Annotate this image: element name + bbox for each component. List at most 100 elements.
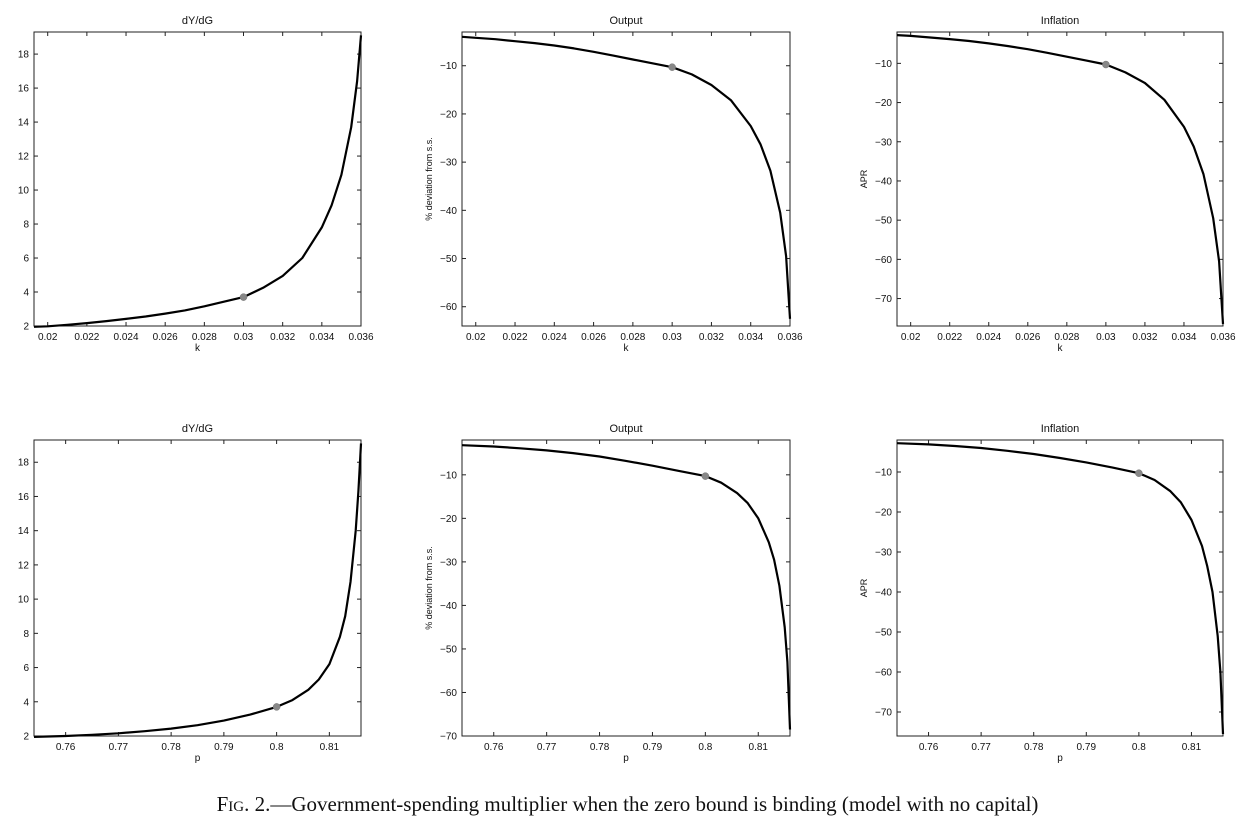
x-tick-label: 0.78 <box>1024 742 1044 753</box>
caption-text: —Government-spending multiplier when the… <box>270 792 1039 816</box>
x-tick-label: 0.036 <box>348 332 373 343</box>
y-tick-label: 12 <box>18 152 30 163</box>
plot-frame <box>33 31 362 327</box>
y-tick-label: −10 <box>875 59 892 70</box>
series-line <box>896 34 1225 325</box>
y-tick-label: −20 <box>875 508 892 519</box>
x-tick-label: 0.77 <box>109 742 129 753</box>
x-tick-label: 0.81 <box>749 742 769 753</box>
y-tick-label: 6 <box>23 254 29 265</box>
y-tick-label: −40 <box>440 601 457 612</box>
x-tick-label: 0.76 <box>919 742 939 753</box>
y-tick-label: −70 <box>440 732 457 743</box>
plot-frame <box>896 439 1224 737</box>
y-tick-label: 10 <box>18 186 30 197</box>
x-tick-label: 0.032 <box>270 332 295 343</box>
x-tick-label: 0.028 <box>192 332 217 343</box>
chart-panel-p-output: 0.76 0.77 0.78 0.79 0.8 0.81 −10 −20 −30 −40 −50 −6… <box>424 423 792 764</box>
x-tick-label: 0.022 <box>937 332 962 343</box>
series-line <box>896 442 1225 735</box>
y-tick-label: −20 <box>440 109 457 120</box>
x-tick-label: 0.79 <box>643 742 663 753</box>
x-tick-label: 0.78 <box>161 742 181 753</box>
y-axis-label: APR <box>859 578 869 597</box>
chart-title: Output <box>609 15 642 27</box>
chart-panel-p-inflation: 0.76 0.77 0.78 0.79 0.8 0.81 −10 −20 −30 −40 −50 −6… <box>859 423 1225 764</box>
x-tick-label: 0.026 <box>1015 332 1040 343</box>
plot-frame <box>896 31 1224 327</box>
y-tick-label: −70 <box>875 294 892 305</box>
x-tick-label: 0.03 <box>1096 332 1116 343</box>
x-tick-label: 0.036 <box>1210 332 1235 343</box>
x-tick-label: 0.028 <box>620 332 645 343</box>
x-tick-label: 0.81 <box>1182 742 1202 753</box>
chart-panel-k-multiplier: 0.02 0.022 0.024 0.026 0.028 0.03 0.032 0.034 0.… <box>18 15 374 354</box>
highlight-point <box>272 703 281 711</box>
figure-caption: Fig. 2.—Government-spending multiplier w… <box>0 792 1255 817</box>
chart-panel-k-inflation: 0.02 0.022 0.024 0.026 0.028 0.03 0.032 0.034 0.… <box>859 15 1236 354</box>
x-tick-label: 0.024 <box>114 332 139 343</box>
x-tick-label: 0.032 <box>699 332 724 343</box>
y-tick-label: −10 <box>440 61 457 72</box>
y-tick-label: −30 <box>440 557 457 568</box>
x-tick-label: 0.034 <box>309 332 334 343</box>
x-tick-label: 0.77 <box>971 742 991 753</box>
chart-title: Output <box>609 423 642 435</box>
x-tick-label: 0.8 <box>270 742 284 753</box>
x-tick-label: 0.03 <box>662 332 682 343</box>
series-line <box>33 443 363 738</box>
x-tick-label: 0.022 <box>503 332 528 343</box>
y-tick-label: −30 <box>440 158 457 169</box>
x-tick-label: 0.026 <box>153 332 178 343</box>
x-axis-label: k <box>1058 343 1064 354</box>
y-tick-label: 2 <box>23 732 29 743</box>
x-tick-label: 0.026 <box>581 332 606 343</box>
x-tick-label: 0.02 <box>38 332 58 343</box>
x-axis-label: p <box>195 753 201 764</box>
highlight-point <box>668 63 676 71</box>
y-tick-label: 18 <box>18 50 30 61</box>
chart-title: Inflation <box>1041 423 1080 435</box>
x-tick-label: 0.79 <box>1077 742 1097 753</box>
x-tick-label: 0.76 <box>484 742 504 753</box>
highlight-point <box>701 472 710 480</box>
series-line <box>461 444 792 730</box>
x-tick-label: 0.036 <box>777 332 802 343</box>
y-tick-label: 8 <box>23 629 29 640</box>
x-axis-label: p <box>1057 753 1063 764</box>
y-tick-label: −40 <box>440 206 457 217</box>
y-tick-label: 16 <box>18 492 30 503</box>
x-tick-label: 0.81 <box>320 742 340 753</box>
y-tick-label: 10 <box>18 595 30 606</box>
chart-title: dY/dG <box>182 423 213 435</box>
y-tick-label: −50 <box>875 628 892 639</box>
highlight-point <box>239 293 248 301</box>
y-tick-label: 14 <box>18 526 30 537</box>
highlight-point <box>1135 469 1143 477</box>
y-tick-label: 18 <box>18 458 30 469</box>
y-tick-label: −40 <box>875 588 892 599</box>
y-tick-label: 6 <box>23 663 29 674</box>
x-tick-label: 0.77 <box>537 742 557 753</box>
y-tick-label: 4 <box>23 697 29 708</box>
x-tick-label: 0.8 <box>698 742 712 753</box>
y-tick-label: 14 <box>18 118 30 129</box>
y-tick-label: −50 <box>440 644 457 655</box>
y-tick-label: −60 <box>440 302 457 313</box>
y-axis-label: APR <box>859 169 869 188</box>
y-axis-label: % deviation from s.s. <box>424 546 434 630</box>
plot-frame <box>33 439 362 737</box>
y-tick-label: −50 <box>875 216 892 227</box>
x-tick-label: 0.79 <box>214 742 234 753</box>
y-tick-label: 4 <box>23 288 29 299</box>
y-tick-label: −60 <box>875 668 892 679</box>
y-tick-label: −20 <box>440 514 457 525</box>
y-axis-label: % deviation from s.s. <box>424 137 434 221</box>
x-tick-label: 0.024 <box>976 332 1001 343</box>
y-tick-label: −10 <box>440 470 457 481</box>
chart-panel-k-output: 0.02 0.022 0.024 0.026 0.028 0.03 0.032 0.034 0.… <box>424 15 803 354</box>
y-tick-label: −30 <box>875 548 892 559</box>
y-tick-label: −60 <box>875 255 892 266</box>
y-tick-label: −20 <box>875 98 892 109</box>
